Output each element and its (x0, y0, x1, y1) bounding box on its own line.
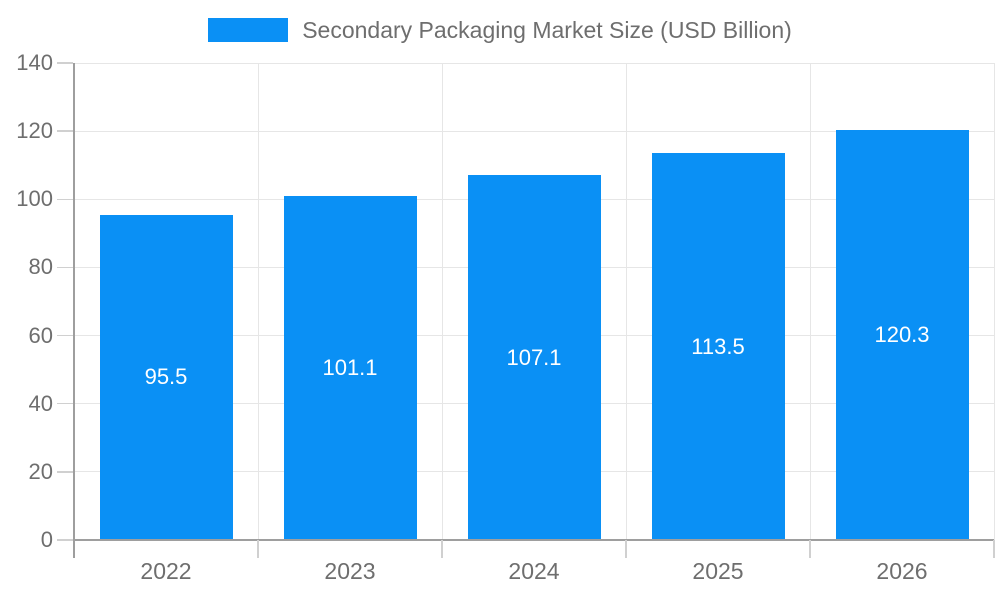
x-axis-tick-label: 2026 (876, 558, 928, 584)
y-axis-tick-label: 60 (28, 322, 53, 348)
y-axis-tick (57, 539, 73, 541)
bar-value-label: 107.1 (506, 344, 562, 370)
x-axis-tick-label: 2022 (140, 558, 192, 584)
y-axis-tick-label: 120 (16, 118, 53, 144)
y-axis-tick-label: 100 (16, 186, 53, 212)
y-axis-tick (57, 402, 73, 405)
y-axis-tick-label: 140 (16, 50, 53, 75)
bar-2024[interactable]: 107.1 (467, 175, 601, 540)
plot-area: 95.5 101.1 107.1 113.5 120.3 (74, 62, 995, 540)
y-axis-line (73, 63, 75, 558)
y-axis-tick (57, 471, 73, 473)
x-axis-tick (809, 540, 811, 558)
bar-value-label: 113.5 (691, 333, 745, 359)
y-axis-tick-label: 40 (28, 390, 53, 416)
y-axis-tick-label: 0 (40, 527, 53, 552)
bar-2022[interactable]: 95.5 (99, 214, 233, 540)
bar-2023[interactable]: 101.1 (283, 195, 417, 540)
x-axis-line (74, 539, 994, 541)
legend[interactable]: Secondary Packaging Market Size (USD Bil… (0, 16, 1000, 44)
bar-2026[interactable]: 120.3 (835, 130, 969, 540)
x-axis-tick (257, 540, 259, 558)
gridline-vertical (993, 63, 995, 540)
x-axis-tick-label: 2023 (324, 558, 376, 584)
x-axis-tick-label: 2024 (508, 558, 560, 584)
x-axis-tick (441, 540, 443, 558)
bar-2025[interactable]: 113.5 (651, 153, 785, 540)
x-axis-tick (625, 540, 627, 558)
gridline-vertical (809, 63, 811, 540)
y-axis-tick-label: 80 (28, 254, 53, 280)
x-axis-tick-label: 2025 (692, 558, 744, 584)
y-axis-tick (57, 198, 73, 201)
gridline-horizontal (74, 130, 994, 132)
y-axis-tick (57, 334, 73, 337)
x-axis-tick (993, 540, 995, 558)
legend-swatch (208, 18, 289, 42)
y-axis-tick (57, 62, 73, 64)
gridline-vertical (257, 63, 259, 540)
y-axis-tick (57, 266, 73, 269)
y-axis-tick (57, 130, 73, 132)
bar-value-label: 120.3 (874, 322, 930, 348)
gridline-vertical (625, 63, 627, 540)
gridline-horizontal (74, 62, 994, 64)
y-axis-tick-label: 20 (28, 458, 53, 484)
gridline-vertical (441, 63, 443, 540)
legend-label: Secondary Packaging Market Size (USD Bil… (302, 17, 792, 43)
bar-value-label: 95.5 (144, 364, 188, 390)
bar-value-label: 101.1 (322, 354, 378, 380)
